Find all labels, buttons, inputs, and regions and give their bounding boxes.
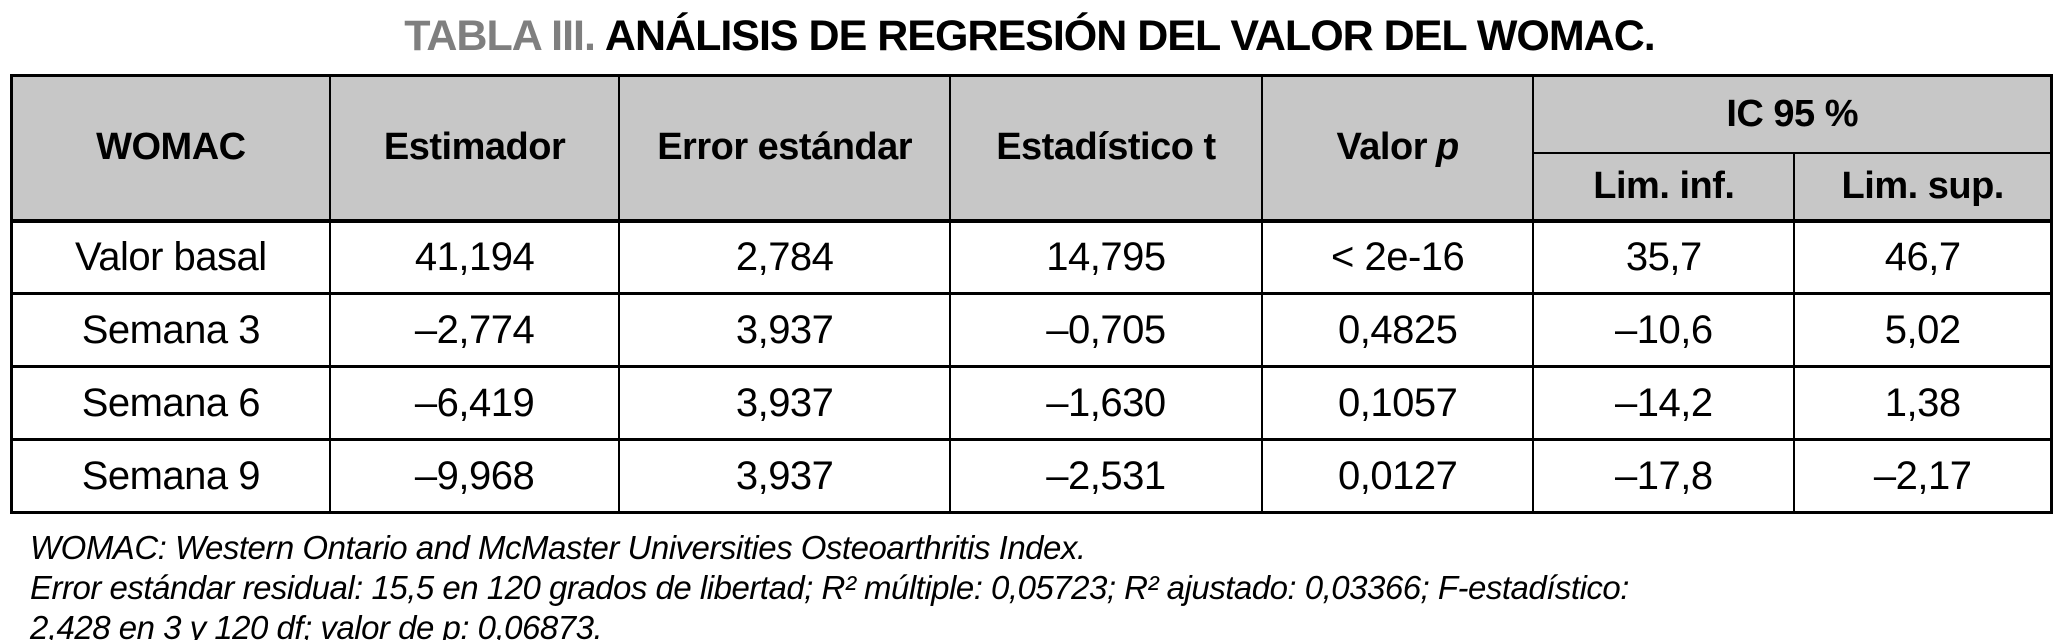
header-valor-p: Valor p [1260, 74, 1535, 223]
header-lim-inf: Lim. inf. [1532, 151, 1796, 223]
cell-t: 14,795 [948, 219, 1263, 295]
table-row-semana-9: Semana 9 –9,968 3,937 –2,531 0,0127 –17,… [10, 438, 2053, 514]
cell-label: Semana 9 [10, 438, 331, 514]
cell-t: –1,630 [948, 365, 1263, 441]
cell-lim-inf: –10,6 [1532, 292, 1796, 368]
cell-p: < 2e-16 [1260, 219, 1535, 295]
cell-lim-sup: –2,17 [1793, 438, 2053, 514]
cell-estimador: –6,419 [328, 365, 621, 441]
footnote-model-stats-2: 2,428 en 3 y 120 df; valor de p: 0,06873… [30, 609, 603, 640]
cell-p: 0,0127 [1260, 438, 1535, 514]
header-womac: WOMAC [10, 74, 331, 223]
footnote-model-stats-1: Error estándar residual: 15,5 en 120 gra… [30, 569, 1629, 606]
table-title-text: ANÁLISIS DE REGRESIÓN DEL VALOR DEL WOMA… [604, 12, 1656, 60]
header-error-estandar: Error estándar [618, 74, 951, 223]
header-lim-sup: Lim. sup. [1793, 151, 2053, 223]
cell-error: 3,937 [618, 438, 951, 514]
regression-table: WOMAC Estimador Error estándar Estadísti… [10, 74, 2053, 514]
header-estadistico-t: Estadístico t [948, 74, 1263, 223]
cell-t: –2,531 [948, 438, 1263, 514]
cell-error: 3,937 [618, 365, 951, 441]
cell-lim-inf: –14,2 [1532, 365, 1796, 441]
cell-label: Valor basal [10, 219, 331, 295]
footnote-womac-definition: WOMAC: Western Ontario and McMaster Univ… [30, 529, 1086, 566]
cell-estimador: –2,774 [328, 292, 621, 368]
cell-lim-inf: 35,7 [1532, 219, 1796, 295]
cell-label: Semana 3 [10, 292, 331, 368]
cell-error: 3,937 [618, 292, 951, 368]
cell-p: 0,1057 [1260, 365, 1535, 441]
header-valor-p-symbol: p [1436, 126, 1459, 169]
header-estimador: Estimador [328, 74, 621, 223]
header-valor-p-prefix: Valor [1336, 126, 1428, 169]
cell-p: 0,4825 [1260, 292, 1535, 368]
cell-lim-inf: –17,8 [1532, 438, 1796, 514]
cell-estimador: 41,194 [328, 219, 621, 295]
table-title-number: TABLA III. [404, 12, 596, 60]
table-title: TABLA III. ANÁLISIS DE REGRESIÓN DEL VALO… [0, 12, 2059, 60]
cell-t: –0,705 [948, 292, 1263, 368]
cell-error: 2,784 [618, 219, 951, 295]
cell-lim-sup: 46,7 [1793, 219, 2053, 295]
cell-lim-sup: 5,02 [1793, 292, 2053, 368]
table-row-valor-basal: Valor basal 41,194 2,784 14,795 < 2e-16 … [10, 219, 2053, 295]
cell-label: Semana 6 [10, 365, 331, 441]
table-row-semana-3: Semana 3 –2,774 3,937 –0,705 0,4825 –10,… [10, 292, 2053, 368]
table-row-semana-6: Semana 6 –6,419 3,937 –1,630 0,1057 –14,… [10, 365, 2053, 441]
cell-estimador: –9,968 [328, 438, 621, 514]
header-ic95: IC 95 % [1532, 74, 2053, 154]
footnotes: WOMAC: Western Ontario and McMaster Univ… [30, 528, 2059, 640]
cell-lim-sup: 1,38 [1793, 365, 2053, 441]
